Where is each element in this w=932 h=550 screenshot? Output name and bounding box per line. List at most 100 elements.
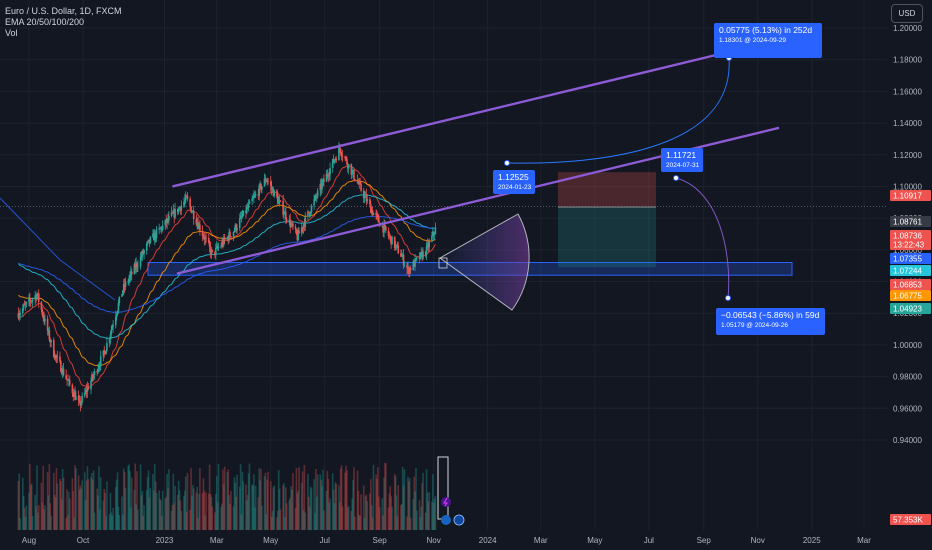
volume-bar [258, 468, 261, 530]
candle-body [390, 236, 392, 245]
candle-body [139, 256, 142, 267]
volume-bar [59, 478, 61, 530]
candle-body [328, 174, 330, 177]
candle-body [259, 184, 261, 186]
volume-bar [382, 515, 384, 530]
callout-start-price[interactable]: 1.12525 2024-01-23 [493, 170, 535, 194]
volume-bar [23, 507, 26, 530]
arc-anchor[interactable] [725, 295, 731, 301]
candle-body [291, 223, 293, 225]
target-zone[interactable] [558, 207, 656, 268]
arc-anchor[interactable] [504, 160, 510, 166]
volume-bar [400, 505, 402, 530]
volume-bar [239, 464, 242, 530]
candle-body [23, 304, 26, 306]
volume-bar [241, 471, 244, 530]
candle-body [221, 241, 223, 246]
lightning-icon[interactable] [441, 497, 451, 507]
volume-bar [106, 481, 108, 530]
candle-body [421, 252, 423, 259]
candle-body [383, 224, 385, 233]
volume-bar [220, 506, 222, 530]
candle-body [61, 368, 64, 374]
volume-bar [179, 500, 182, 530]
event-icons[interactable] [437, 456, 465, 526]
flag-us-icon[interactable] [441, 515, 451, 525]
candle-body [29, 298, 31, 301]
volume-bar [325, 490, 328, 530]
volume-highlight[interactable] [437, 456, 449, 520]
candle-body [228, 232, 230, 241]
candle-body [80, 402, 83, 406]
legend-symbol[interactable]: Euro / U.S. Dollar, 1D, FXCM [5, 6, 122, 16]
arc-downside[interactable] [675, 177, 730, 299]
candle-body [278, 200, 281, 202]
price-badge-label: 1.06853 [893, 281, 922, 290]
volume-bar [381, 498, 384, 530]
candle-body [309, 212, 312, 215]
callout-target-gain[interactable]: 0.05775 (5.13%) in 252d 1.18301 @ 2024-0… [714, 23, 822, 58]
legend-volume[interactable]: Vol [5, 28, 18, 38]
volume-bar [199, 467, 201, 530]
callout-target-loss[interactable]: −0.06543 (−5.86%) in 59d 1.05179 @ 2024-… [716, 308, 825, 335]
channel-upper-line[interactable] [172, 50, 730, 188]
candle-body [77, 396, 80, 400]
candle-body [310, 205, 313, 213]
volume-bar [427, 501, 430, 530]
candle-body [17, 313, 20, 318]
projection-arcs[interactable] [504, 55, 732, 301]
volume-bar [37, 512, 39, 530]
candle-body [160, 227, 162, 229]
candles [17, 142, 437, 412]
projection-fan[interactable] [438, 213, 530, 311]
candle-body [254, 194, 257, 196]
candle-body [248, 201, 251, 204]
candle-body [339, 147, 341, 149]
legend-ema[interactable]: EMA 20/50/100/200 [5, 17, 85, 27]
volume-bar [377, 467, 379, 530]
fan-origin[interactable] [438, 257, 448, 269]
volume-bar [377, 496, 380, 530]
volume-bar [143, 505, 145, 530]
fan-wedge[interactable] [439, 213, 530, 311]
flag-eu-icon[interactable] [453, 514, 465, 526]
candle-body [314, 195, 316, 200]
volume-bar [136, 470, 138, 530]
candle-body [253, 195, 256, 197]
arc-upside[interactable] [506, 57, 730, 164]
candle-body [223, 237, 226, 240]
candle-body [426, 243, 429, 246]
candle-body [171, 212, 174, 214]
volume-bar [236, 474, 238, 530]
candle-body [408, 268, 411, 274]
candle-body [350, 164, 353, 175]
volume-bar [210, 496, 213, 530]
arc-anchor[interactable] [673, 175, 679, 181]
volume-bar [108, 514, 111, 530]
volume-bar [271, 510, 274, 530]
price-badge-label: 1.07355 [893, 255, 922, 264]
volume-bar [104, 492, 106, 530]
volume-bar [339, 501, 341, 530]
volume-bar [50, 515, 52, 530]
candle-body [304, 216, 307, 227]
volume-badge-label: 57.353K [893, 516, 923, 525]
volume-bar [98, 466, 100, 530]
callout-peak-price[interactable]: 1.11721 2024-07-31 [661, 148, 703, 172]
candle-body [416, 257, 418, 259]
price-badge [890, 279, 931, 290]
volume-bar [359, 515, 361, 530]
volume-bar [388, 493, 391, 530]
candle-body [352, 169, 354, 171]
time-axis[interactable]: Aug Oct 2023 Mar May Jul Sep Nov 2024 Mar May Jul Se… [22, 536, 871, 545]
candle-body [177, 207, 180, 213]
candle-body [372, 212, 375, 216]
volume-bar [75, 468, 77, 530]
volume-bar [66, 489, 68, 530]
candle-body [400, 253, 402, 257]
candle-body [50, 339, 52, 343]
currency-button[interactable]: USD [891, 4, 923, 23]
candle-body [409, 268, 412, 270]
